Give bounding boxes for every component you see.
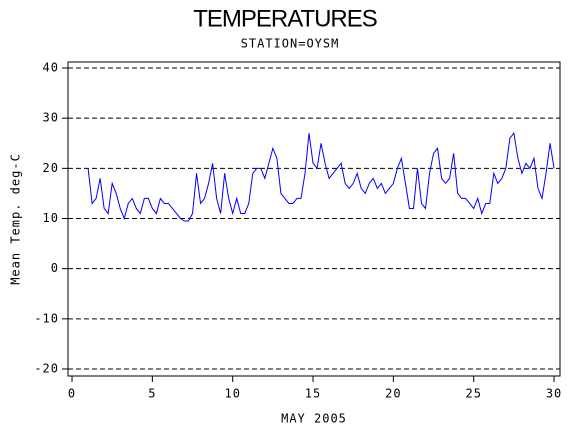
y-tick-label: -10 bbox=[34, 311, 59, 325]
x-tick-label: 5 bbox=[148, 387, 156, 401]
x-tick-label: 30 bbox=[546, 387, 562, 401]
chart-title: TEMPERATURES bbox=[193, 5, 377, 32]
x-tick-label: 0 bbox=[68, 387, 76, 401]
chart-subtitle: STATION=OYSM bbox=[241, 37, 340, 51]
y-tick-label: 0 bbox=[51, 261, 59, 275]
y-tick-label: 40 bbox=[43, 61, 59, 75]
y-tick-label: -20 bbox=[34, 361, 59, 375]
x-tick-label: 10 bbox=[224, 387, 240, 401]
data-line bbox=[87, 132, 555, 222]
y-tick-label: 30 bbox=[43, 111, 59, 125]
y-axis-label: Mean Temp. deg-C bbox=[9, 153, 23, 285]
x-axis-label: MAY 2005 bbox=[281, 412, 347, 426]
x-tick-label: 15 bbox=[305, 387, 321, 401]
y-tick-label: 20 bbox=[43, 161, 59, 175]
y-tick-label: 10 bbox=[43, 211, 59, 225]
plot-frame bbox=[67, 61, 561, 377]
x-tick-label: 25 bbox=[465, 387, 481, 401]
x-tick-label: 20 bbox=[385, 387, 401, 401]
